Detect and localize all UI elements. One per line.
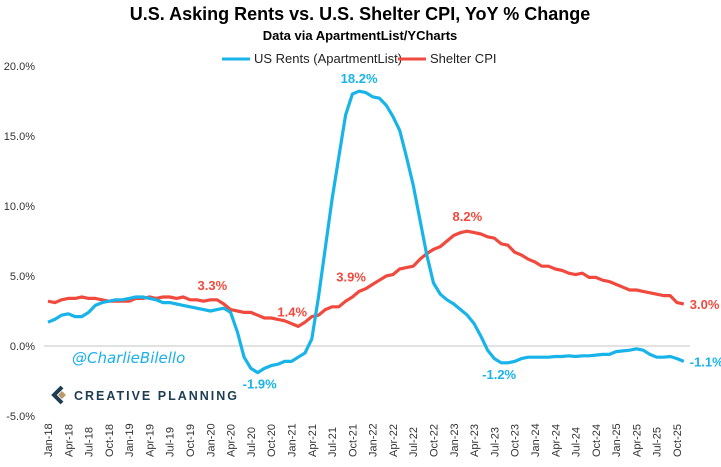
data-label: -1.9% — [243, 377, 277, 392]
x-tick-label: Apr-21 — [307, 424, 319, 457]
y-tick-label: 5.0% — [10, 271, 35, 283]
legend-label-shelter: Shelter CPI — [430, 51, 496, 66]
x-tick-label: Jan-20 — [205, 423, 217, 457]
data-label: 8.2% — [453, 209, 483, 224]
x-tick-label: Jul-21 — [327, 427, 339, 457]
data-label: -1.1% — [690, 354, 721, 369]
x-tick-label: Apr-22 — [388, 424, 400, 457]
y-tick-label: 10.0% — [4, 201, 35, 213]
data-label: 18.2% — [341, 71, 378, 86]
data-label: 3.0% — [690, 297, 720, 312]
x-tick-label: Jul-20 — [246, 427, 258, 457]
data-label: 1.4% — [277, 304, 307, 319]
x-tick-label: Jan-22 — [368, 423, 380, 457]
x-tick-label: Apr-20 — [226, 424, 238, 457]
x-tick-label: Jul-24 — [571, 427, 583, 457]
x-tick-label: Apr-25 — [631, 424, 643, 457]
creative-planning-logo-icon — [51, 385, 66, 405]
series-line-us-rents — [47, 89, 685, 375]
x-tick-label: Jul-19 — [165, 427, 177, 457]
data-label: -1.2% — [482, 367, 516, 382]
x-tick-label: Jan-25 — [611, 423, 623, 457]
chart-title: U.S. Asking Rents vs. U.S. Shelter CPI, … — [130, 4, 590, 24]
x-tick-label: Oct-23 — [510, 424, 522, 457]
x-tick-label: Apr-18 — [63, 424, 75, 457]
x-tick-label: Jan-24 — [530, 423, 542, 457]
x-tick-label: Oct-22 — [429, 424, 441, 457]
x-tick-label: Oct-19 — [185, 424, 197, 457]
x-tick-label: Apr-19 — [144, 424, 156, 457]
y-axis: -5.0% 0.0% 5.0% 10.0% 15.0% 20.0% — [4, 61, 35, 423]
x-tick-label: Oct-24 — [591, 424, 603, 457]
y-tick-label: 20.0% — [4, 61, 35, 73]
x-tick-label: Apr-23 — [469, 424, 481, 457]
watermark-handle: @CharlieBilello — [72, 349, 185, 367]
legend: US Rents (ApartmentList) Shelter CPI — [222, 51, 496, 66]
x-tick-label: Jan-21 — [286, 423, 298, 457]
x-tick-label: Jul-25 — [652, 427, 664, 457]
x-tick-label: Jan-18 — [43, 423, 55, 457]
annotations: 18.2% -1.9% -1.2% -1.1% 3.3% 1.4% 3.9% 8.2% 3.0% — [198, 71, 721, 391]
x-tick-label: Jul-23 — [489, 427, 501, 457]
x-tick-label: Jul-18 — [84, 427, 96, 457]
chart-subtitle: Data via ApartmentList/YCharts — [263, 28, 458, 43]
x-tick-label: Jul-22 — [408, 427, 420, 457]
x-tick-label: Jan-19 — [124, 423, 136, 457]
legend-label-rents: US Rents (ApartmentList) — [254, 51, 402, 66]
data-label: 3.3% — [198, 278, 228, 293]
x-tick-label: Apr-24 — [550, 424, 562, 457]
x-tick-label: Oct-18 — [104, 424, 116, 457]
y-tick-label: 0.0% — [10, 341, 35, 353]
x-tick-label: Oct-25 — [672, 424, 684, 457]
x-tick-label: Jan-23 — [449, 423, 461, 457]
watermark-logo: CREATIVE PLANNING — [74, 389, 239, 403]
series-group — [47, 89, 685, 375]
x-tick-label: Oct-20 — [266, 424, 278, 457]
watermark: @CharlieBilello CREATIVE PLANNING — [51, 349, 239, 405]
x-axis: Jan-18 Apr-18 Jul-18 Oct-18 Jan-19 Apr-19 Jul-… — [43, 423, 684, 457]
y-tick-label: 15.0% — [4, 131, 35, 143]
x-tick-label: Oct-21 — [347, 424, 359, 457]
y-tick-label: -5.0% — [6, 411, 35, 423]
data-label: 3.9% — [336, 269, 366, 284]
